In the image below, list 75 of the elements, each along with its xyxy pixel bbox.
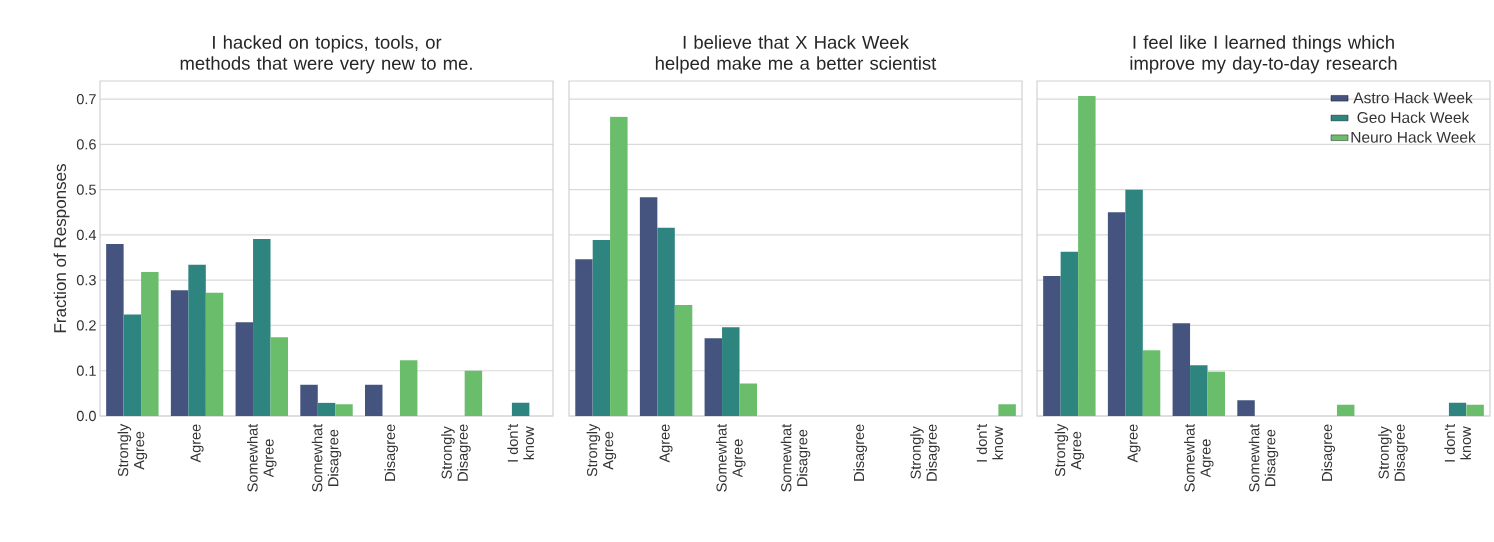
bar bbox=[1125, 189, 1143, 416]
y-tick-label: 0.2 bbox=[76, 320, 96, 331]
y-tick-label: 0.7 bbox=[76, 93, 96, 105]
bar bbox=[1107, 212, 1126, 416]
bar bbox=[639, 197, 658, 416]
bar bbox=[998, 404, 1016, 416]
x-tick-label: Somewhat Agree bbox=[716, 423, 746, 492]
bar bbox=[511, 402, 530, 416]
x-tick-label: Somewhat Disagree bbox=[780, 423, 811, 492]
bar bbox=[704, 338, 723, 416]
bar bbox=[592, 239, 611, 416]
bar bbox=[1060, 251, 1079, 416]
bar bbox=[575, 259, 593, 416]
bar bbox=[317, 402, 336, 416]
bar bbox=[657, 227, 675, 416]
bar bbox=[235, 322, 254, 416]
bar bbox=[1448, 402, 1467, 416]
x-tick-label: Disagree bbox=[384, 424, 398, 481]
bar bbox=[674, 305, 693, 416]
bar bbox=[1172, 323, 1191, 416]
bar bbox=[1043, 276, 1061, 416]
bar bbox=[170, 290, 189, 416]
y-tick-label: 0.4 bbox=[76, 229, 97, 241]
y-axis-title: Fraction of Responses bbox=[53, 164, 70, 333]
chart-title: I believe that X Hack Week helped make me a better scientist bbox=[655, 35, 937, 74]
x-tick-label: Agree bbox=[1127, 424, 1141, 463]
bar bbox=[739, 383, 757, 416]
y-tick-label: 0.3 bbox=[76, 275, 96, 286]
bar bbox=[1190, 365, 1208, 416]
bar bbox=[270, 337, 288, 416]
x-tick-label: Somewhat Agree bbox=[247, 423, 277, 492]
x-tick-label: Disagree bbox=[1321, 424, 1335, 481]
bar bbox=[300, 384, 318, 416]
bar bbox=[1142, 350, 1161, 416]
y-tick-label: 0.1 bbox=[76, 365, 96, 376]
x-tick-label: Somewhat Disagree bbox=[1248, 423, 1279, 492]
bar bbox=[1466, 404, 1484, 416]
x-tick-label: Agree bbox=[190, 424, 204, 463]
bar bbox=[610, 116, 628, 416]
chart-title: I hacked on topics, tools, or methods that were very new to me. bbox=[180, 35, 472, 74]
bar bbox=[1207, 371, 1226, 416]
x-tick-label: I don't know bbox=[1444, 423, 1471, 462]
bar bbox=[335, 404, 353, 416]
x-tick-label: Disagree bbox=[853, 424, 867, 481]
x-tick-label: Somewhat Disagree bbox=[311, 423, 342, 492]
bar bbox=[1237, 400, 1255, 416]
bar bbox=[365, 384, 383, 416]
bar bbox=[722, 327, 740, 416]
x-tick-label: Strongly Disagree bbox=[441, 424, 471, 481]
bar bbox=[123, 314, 142, 416]
y-tick-label: 0.5 bbox=[76, 184, 96, 195]
bar bbox=[1078, 95, 1096, 416]
x-tick-label: Strongly Disagree bbox=[1378, 424, 1408, 481]
bar bbox=[141, 272, 159, 416]
x-tick-label: I don't know bbox=[976, 423, 1003, 462]
bar bbox=[464, 370, 483, 416]
x-tick-label: Strongly Agree bbox=[586, 423, 617, 477]
x-tick-label: Strongly Agree bbox=[1054, 423, 1085, 477]
legend-label: Astro Hack Week bbox=[1353, 91, 1473, 104]
bar bbox=[106, 243, 124, 416]
chart-title: I feel like I learned things which improve my day-to-day research bbox=[1130, 35, 1397, 74]
bar bbox=[253, 239, 271, 416]
x-tick-label: Somewhat Agree bbox=[1184, 423, 1214, 492]
legend-label: Geo Hack Week bbox=[1357, 111, 1470, 124]
x-tick-label: Strongly Disagree bbox=[910, 424, 940, 481]
bar bbox=[188, 264, 206, 416]
legend-label: Neuro Hack Week bbox=[1351, 131, 1476, 143]
y-tick-label: 0.0 bbox=[76, 410, 96, 422]
bar bbox=[205, 292, 224, 416]
bar bbox=[1336, 404, 1355, 416]
y-tick-label: 0.6 bbox=[76, 139, 96, 150]
x-tick-label: I don't know bbox=[507, 423, 534, 462]
x-tick-label: Strongly Agree bbox=[117, 423, 148, 477]
bar bbox=[399, 360, 418, 416]
x-tick-label: Agree bbox=[659, 424, 673, 463]
